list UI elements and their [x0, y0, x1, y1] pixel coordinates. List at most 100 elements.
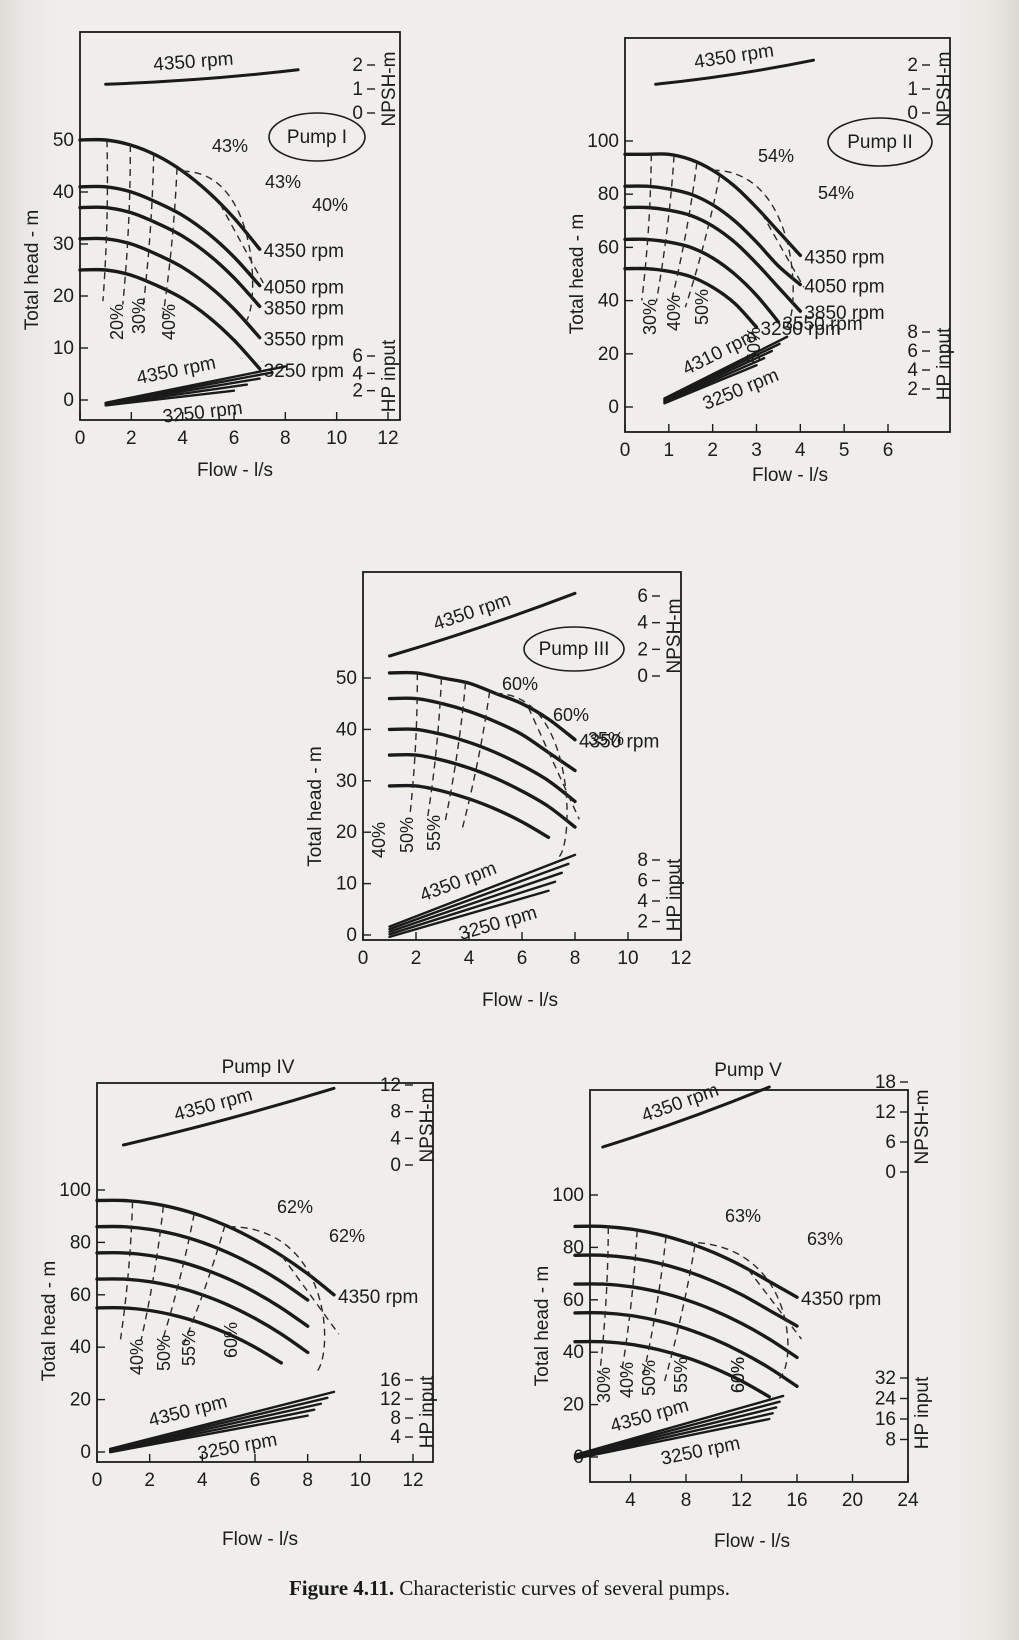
- y-tick-label: 60: [70, 1285, 91, 1306]
- y-tick-label: 100: [59, 1180, 91, 1201]
- efficiency-label: 30%: [129, 298, 149, 334]
- efficiency-contour: [747, 1269, 802, 1340]
- chart-panel-5: 4 8 12 16 20 24 Flow - l/s 0 20 40 60 80 100 Total he…: [532, 1060, 933, 1552]
- pump-title-oval: [523, 626, 625, 672]
- head-curve-3850-rpm: [573, 1282, 799, 1360]
- hp-curve: [388, 871, 563, 933]
- figure-caption-text: Characteristic curves of several pumps.: [399, 1576, 731, 1600]
- hp-axis-title: HP input: [379, 339, 400, 412]
- x-axis-title: Flow - l/s: [197, 460, 273, 481]
- rpm-label: 4350 rpm: [579, 732, 659, 753]
- efficiency-label: 50%: [154, 1335, 174, 1371]
- x-tick-label: 4: [197, 1470, 208, 1491]
- x-tick-label: 12: [377, 428, 398, 449]
- x-tick-label: 2: [144, 1470, 155, 1491]
- npsh-tick-label: 12: [380, 1075, 401, 1096]
- rpm-label: 4050 rpm: [264, 278, 344, 299]
- hp-curve: [573, 1417, 771, 1460]
- head-curve-4350-rpm: [78, 137, 262, 251]
- head-curve-3250-rpm: [623, 266, 759, 329]
- x-axis-title: Flow - l/s: [714, 1531, 790, 1552]
- y-tick-label: 40: [70, 1337, 91, 1358]
- y-tick-label: 20: [53, 286, 74, 307]
- x-tick-label: 0: [358, 948, 369, 969]
- efficiency-label: 40%: [617, 1362, 637, 1398]
- head-curve-4050-rpm: [78, 184, 262, 288]
- y-axis-title: Total head - m: [305, 746, 326, 866]
- hp-tick-label: 8: [885, 1430, 896, 1451]
- pump-title: Pump III: [539, 639, 610, 660]
- efficiency-label: 55%: [424, 815, 444, 851]
- y-tick-label: 50: [336, 668, 357, 689]
- hp-curve: [104, 383, 249, 406]
- x-tick-label: 6: [883, 440, 894, 461]
- y-tick-label: 80: [563, 1237, 584, 1258]
- x-axis-title: Flow - l/s: [222, 1529, 298, 1550]
- rpm-label: 3250 rpm: [264, 361, 344, 382]
- npsh-tick-label: 0: [352, 103, 363, 124]
- y-tick-label: 10: [336, 874, 357, 895]
- x-tick-label: 6: [517, 948, 528, 969]
- hp-curve: [573, 1400, 781, 1458]
- hp-tick-label: 8: [390, 1408, 401, 1429]
- npsh-tick-label: 6: [885, 1132, 896, 1153]
- y-tick-label: 0: [346, 925, 357, 946]
- hp-tick-label: 32: [875, 1368, 896, 1389]
- y-tick-label: 100: [552, 1185, 584, 1206]
- npsh-tick-label: 12: [875, 1102, 896, 1123]
- rpm-label: 3850 rpm: [264, 298, 344, 319]
- npsh-tick-label: 8: [390, 1102, 401, 1123]
- efficiency-label: 40%: [127, 1339, 147, 1375]
- head-curve-3850-rpm: [623, 205, 802, 313]
- npsh-tick-label: 0: [637, 666, 648, 687]
- npsh-tick-label: 18: [875, 1072, 896, 1093]
- rpm-label: 4050 rpm: [804, 277, 884, 298]
- npsh-tick-label: 4: [390, 1128, 401, 1149]
- head-curve-4350-rpm: [387, 670, 577, 742]
- pump-title-oval: [268, 112, 366, 162]
- x-tick-label: 4: [177, 428, 188, 449]
- efficiency-label: 20%: [107, 304, 127, 340]
- efficiency-contour: [599, 1226, 609, 1374]
- npsh-tick-label: 0: [907, 103, 918, 124]
- efficiency-contour: [641, 154, 652, 301]
- efficiency-contour: [409, 673, 419, 817]
- head-curve-3550-rpm: [387, 753, 577, 829]
- npsh-axis-title: NPSH-m: [379, 52, 400, 127]
- pump-title: Pump I: [287, 127, 347, 148]
- efficiency-contour: [685, 1241, 789, 1379]
- hp-curve: [388, 880, 557, 936]
- hp-axis-title: HP input: [417, 1375, 438, 1448]
- x-tick-label: 2: [707, 440, 718, 461]
- plot-frame: [624, 37, 951, 433]
- head-curve-4350-rpm: [95, 1198, 336, 1297]
- head-curve-3250-rpm: [78, 267, 262, 371]
- x-tick-label: 10: [350, 1470, 371, 1491]
- hp-curve: [663, 356, 766, 404]
- y-tick-label: 100: [587, 131, 619, 152]
- pump-title: Pump II: [847, 132, 912, 153]
- hp-tick-label: 4: [390, 1427, 401, 1448]
- efficiency-contour: [180, 1225, 226, 1350]
- y-tick-label: 60: [598, 237, 619, 258]
- npsh-axis-title: NPSH-m: [417, 1088, 438, 1163]
- efficiency-contour: [182, 170, 254, 323]
- x-tick-label: 0: [620, 440, 631, 461]
- y-tick-label: 20: [336, 822, 357, 843]
- hp-curve: [108, 1408, 316, 1453]
- head-curve-3850-rpm: [78, 205, 262, 309]
- hp-tick-label: 2: [637, 912, 648, 933]
- y-tick-label: 40: [53, 182, 74, 203]
- hp-curve: [108, 1414, 309, 1454]
- y-tick-label: 20: [563, 1395, 584, 1416]
- x-tick-label: 12: [731, 1490, 752, 1511]
- efficiency-contour: [655, 155, 675, 302]
- figure-number: Figure 4.11.: [288, 1576, 395, 1600]
- rpm-label: 4350 rpm: [801, 1289, 881, 1310]
- hp-tick-label: 2: [352, 381, 363, 402]
- npsh-tick-label: 1: [907, 79, 918, 100]
- efficiency-contour: [161, 167, 178, 320]
- hp-tick-label: 24: [875, 1389, 897, 1410]
- hp-curve: [663, 342, 781, 401]
